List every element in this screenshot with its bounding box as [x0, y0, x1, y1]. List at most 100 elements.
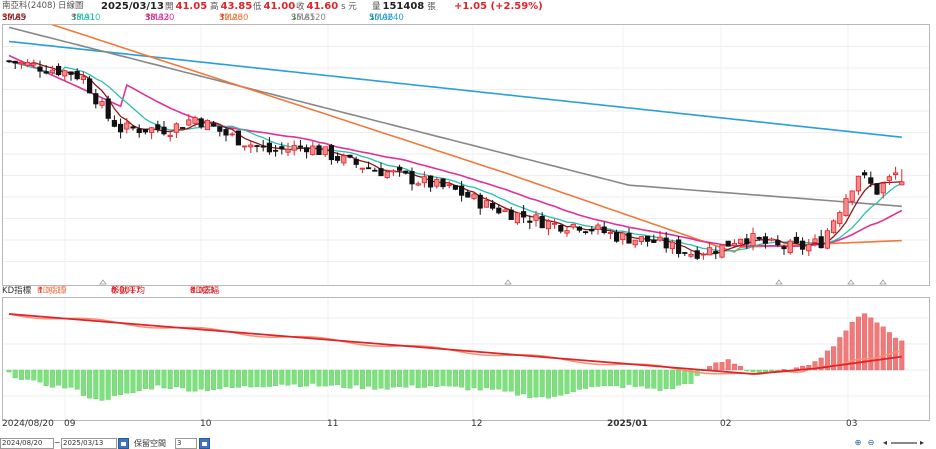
- candle-body: [496, 207, 502, 214]
- keep-space-input[interactable]: 3: [175, 438, 197, 449]
- candle: [235, 130, 241, 146]
- candle: [576, 226, 583, 233]
- candle-body: [539, 215, 545, 229]
- candle-body: [508, 209, 514, 220]
- histogram-bar: [756, 369, 762, 373]
- histogram-bar: [217, 369, 223, 390]
- candle: [645, 235, 651, 247]
- candle: [328, 143, 335, 165]
- price-chart[interactable]: [3, 9, 929, 285]
- histogram-bar: [682, 369, 688, 385]
- candle: [725, 240, 731, 247]
- candle-body: [204, 119, 210, 131]
- candle: [31, 59, 37, 69]
- histogram-bar: [372, 369, 378, 390]
- candle: [204, 119, 210, 131]
- candle: [347, 154, 353, 159]
- candle-body: [601, 226, 607, 234]
- candle: [316, 143, 322, 156]
- histogram-bar: [713, 362, 719, 371]
- candle: [427, 175, 434, 192]
- close-value: 41.60: [306, 1, 339, 12]
- histogram-bar: [837, 337, 843, 371]
- period-label[interactable]: 日線圖: [58, 1, 84, 11]
- histogram-bar: [558, 369, 564, 396]
- candle: [886, 174, 893, 185]
- candle: [210, 120, 217, 127]
- candle-body: [843, 198, 849, 217]
- zoom-out-icon[interactable]: ⊖: [867, 438, 875, 447]
- candle: [638, 236, 645, 245]
- candle: [651, 234, 657, 244]
- candle: [539, 212, 545, 229]
- candle-body: [378, 168, 384, 177]
- open-group: 開 41.05: [165, 0, 207, 14]
- sma5-line: [8, 60, 902, 256]
- candle: [217, 126, 223, 137]
- histogram-bar: [620, 369, 626, 388]
- indicator-panel[interactable]: [2, 297, 930, 421]
- candle: [831, 219, 837, 234]
- open-value: 41.05: [175, 1, 208, 12]
- candle-body: [607, 232, 614, 234]
- candle-body: [583, 231, 589, 234]
- histogram-bar: [874, 322, 880, 371]
- x-label-oct: 10: [200, 419, 212, 429]
- candle: [167, 130, 173, 142]
- candle-body: [806, 244, 812, 252]
- candle: [694, 246, 700, 261]
- candle: [626, 228, 632, 244]
- indicator-chart[interactable]: [3, 298, 929, 420]
- x-label-jan: 2025/01: [607, 419, 648, 429]
- scroll-right-icon[interactable]: ▸: [919, 438, 924, 447]
- histogram-bar: [124, 369, 130, 394]
- scroll-left-icon[interactable]: ◂: [882, 438, 887, 447]
- sma240-line: [8, 40, 902, 138]
- scroll-track[interactable]: [891, 442, 917, 444]
- candle-body: [446, 184, 452, 187]
- candle-body: [179, 127, 186, 129]
- histogram-bar: [254, 369, 260, 388]
- end-date-input[interactable]: 2025/03/13: [61, 438, 117, 449]
- candle: [533, 210, 539, 227]
- histogram-bar: [68, 369, 74, 388]
- candle-body: [688, 254, 694, 257]
- candle-body: [353, 158, 359, 165]
- candle-body: [297, 145, 304, 148]
- histogram-bar: [483, 369, 489, 389]
- candle: [632, 239, 638, 248]
- histogram-bar: [242, 369, 248, 387]
- candle-body: [564, 230, 570, 234]
- candle-body: [694, 250, 700, 259]
- histogram-bar: [651, 369, 657, 389]
- histogram-bar: [328, 369, 334, 386]
- histogram-bar: [676, 369, 682, 386]
- histogram-bar: [149, 369, 155, 390]
- event-marker-icon: [847, 279, 855, 285]
- apply-icon[interactable]: [199, 438, 210, 449]
- calendar-icon[interactable]: [118, 438, 129, 449]
- candle-body: [173, 123, 179, 133]
- candle-body: [489, 202, 496, 209]
- candle: [812, 234, 818, 247]
- candle-body: [762, 236, 769, 244]
- zoom-in-icon[interactable]: ⊕: [854, 438, 862, 447]
- candle: [496, 204, 502, 215]
- start-date-input[interactable]: 2024/08/20: [0, 438, 54, 449]
- sub-legend-title[interactable]: KD指標: [2, 286, 32, 296]
- stock-name[interactable]: 南亞科(2408): [2, 1, 56, 11]
- high-value: 43.85: [220, 1, 253, 12]
- candle: [502, 206, 508, 213]
- candle: [862, 169, 868, 179]
- histogram-bar: [899, 340, 905, 371]
- candle: [458, 180, 465, 202]
- candle-body: [272, 149, 279, 152]
- candle: [564, 227, 570, 237]
- candle: [787, 238, 793, 255]
- candle: [272, 145, 279, 157]
- candle-body: [645, 235, 651, 242]
- histogram-bar: [731, 363, 737, 371]
- candle-body: [812, 238, 818, 243]
- histogram-bar: [849, 321, 855, 371]
- price-chart-panel[interactable]: [2, 9, 930, 286]
